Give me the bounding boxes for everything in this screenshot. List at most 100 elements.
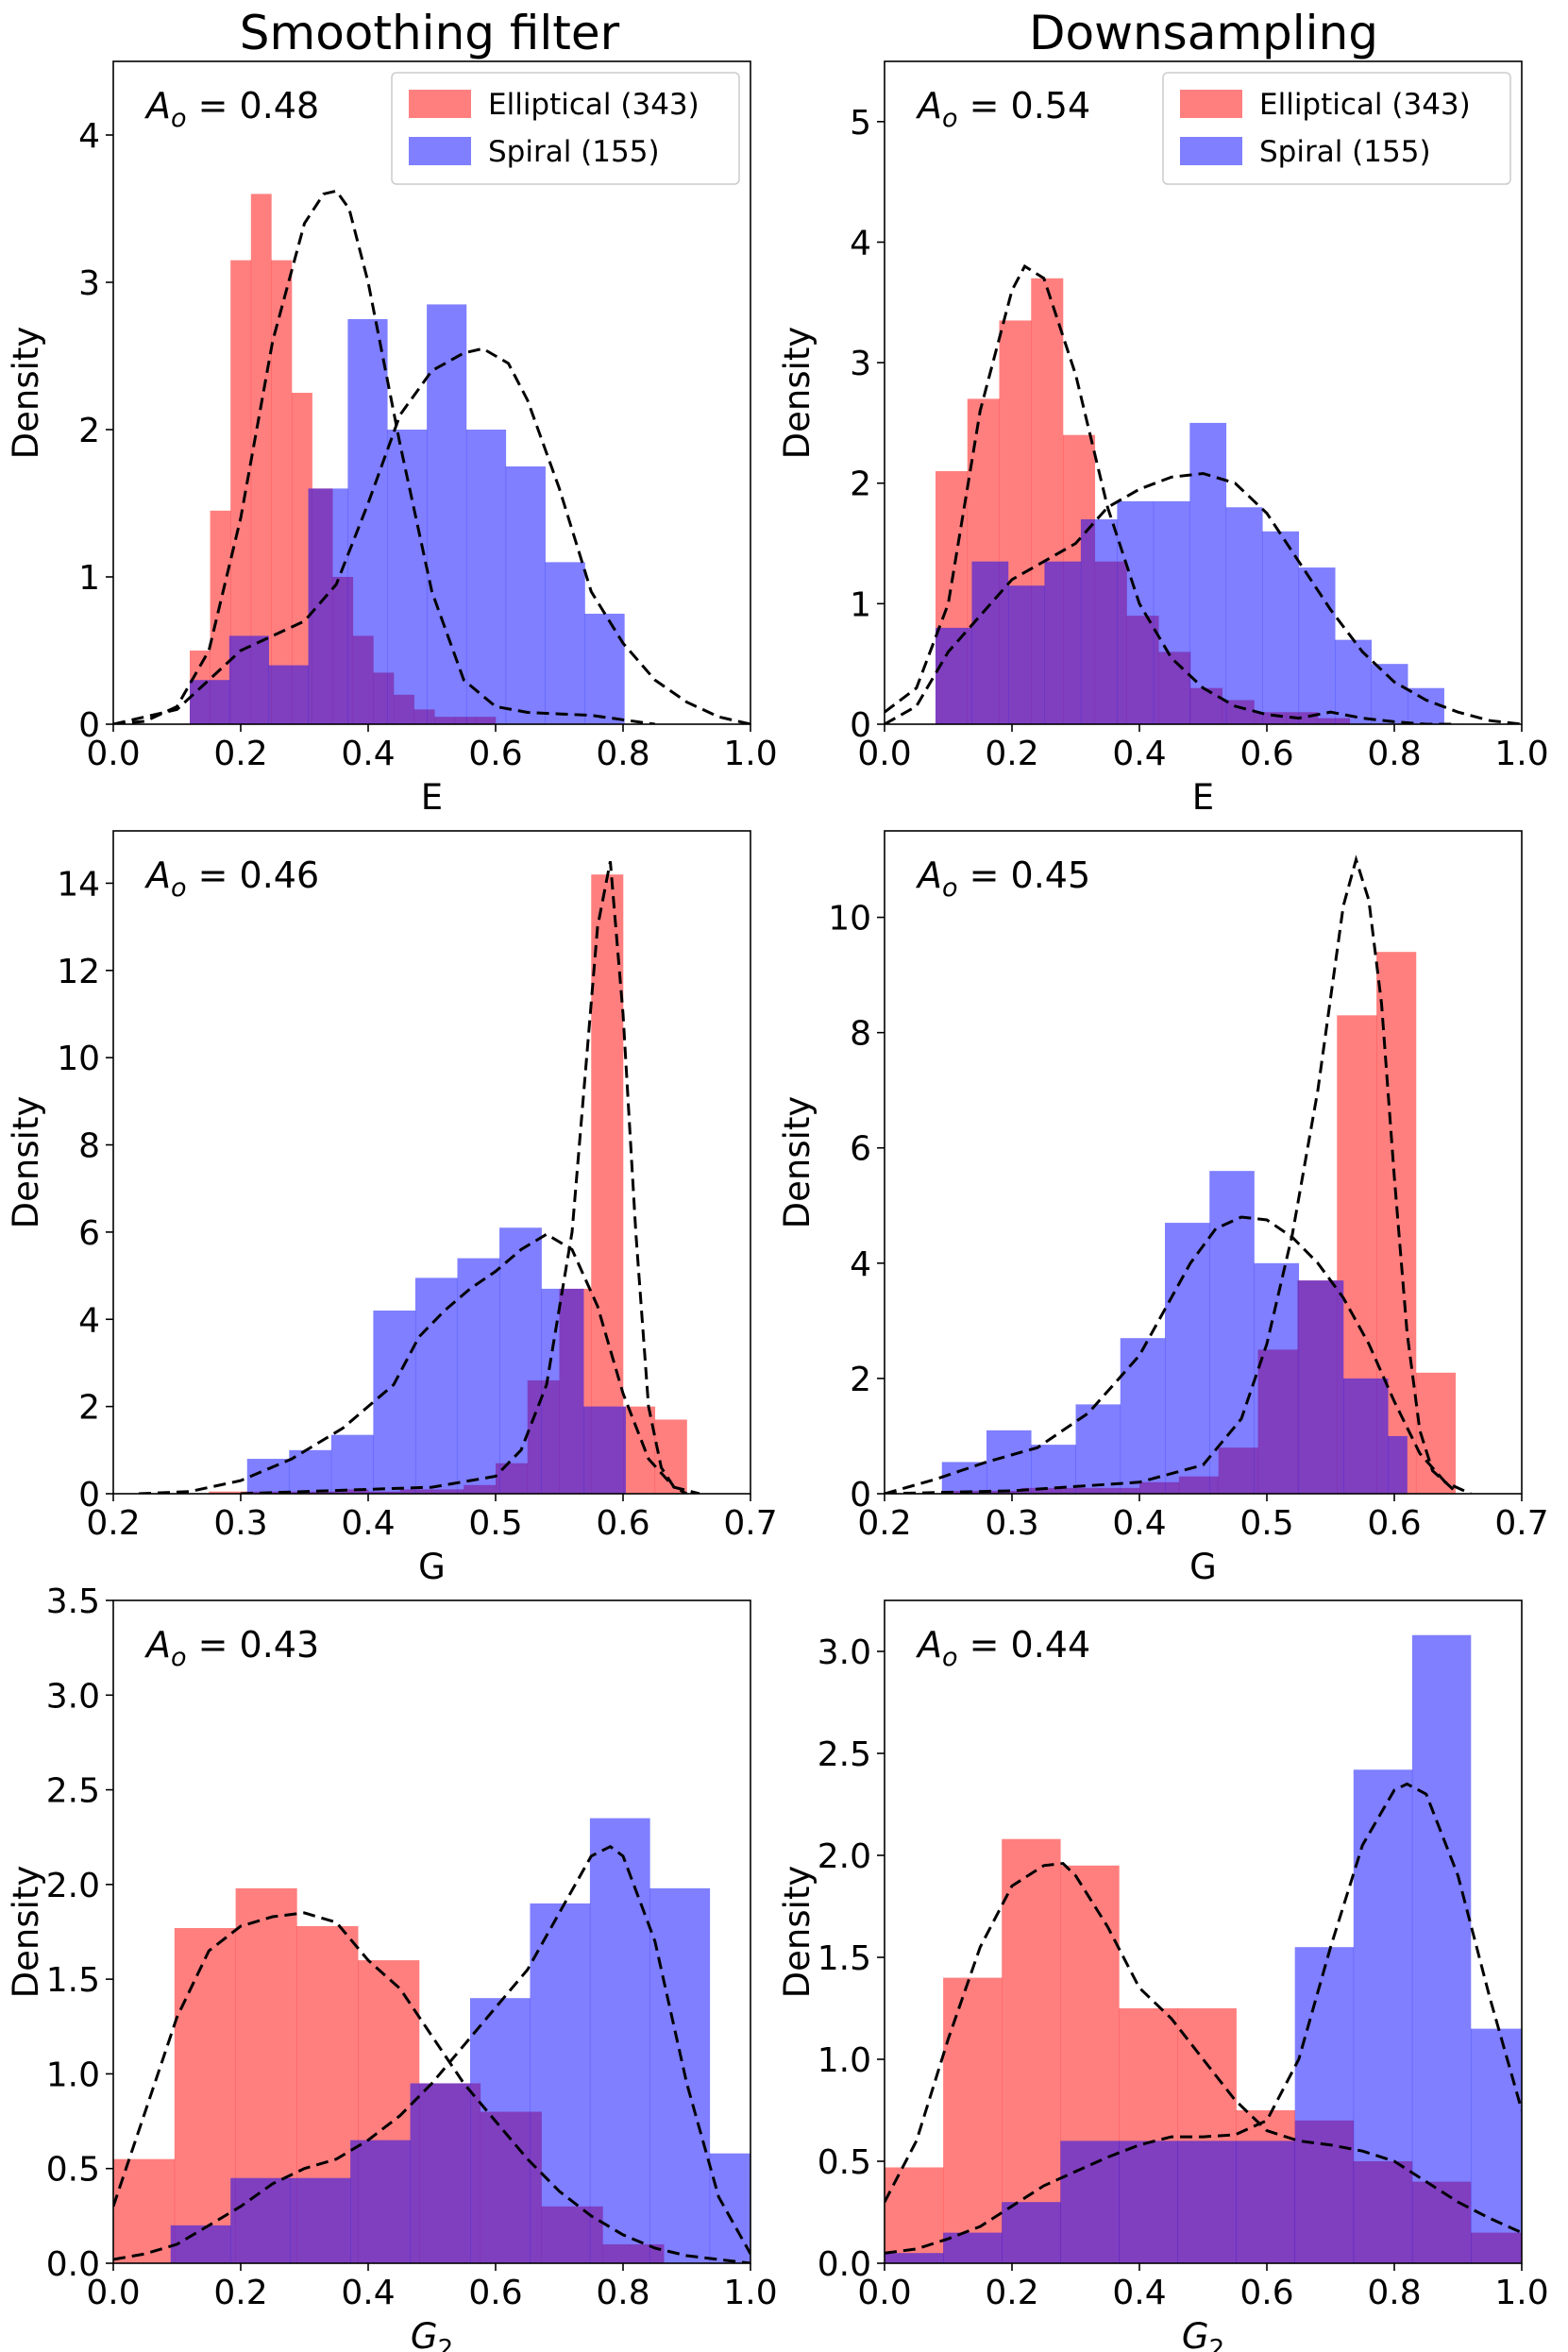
panel-3: 0.2 0.3 0.4 0.5 0.6 0.7 0 2 4 6 8 10 12 14 G Density Ao … [6, 830, 778, 1587]
spiral-histogram [190, 304, 625, 724]
histogram-bar [1120, 1338, 1166, 1494]
histogram-bar [591, 874, 624, 1494]
plot-area [885, 1634, 1522, 2263]
spiral-kde-curve [885, 1215, 1472, 1494]
histogram-bar [1371, 664, 1408, 724]
y-tick-label: 0.5 [46, 2151, 100, 2190]
overlap-annotation: Ao = 0.43 [143, 1624, 319, 1672]
plot-area [138, 861, 700, 1494]
histogram-bar [1153, 500, 1190, 724]
plot-area [885, 855, 1472, 1494]
elliptical-kde-curve [240, 861, 688, 1494]
column-title-downsampling: Downsampling [1029, 6, 1378, 60]
x-axis-label: E [421, 777, 443, 818]
x-tick-label: 0.6 [468, 2274, 522, 2312]
histogram-bar [268, 665, 309, 724]
x-tick-label: 0.4 [341, 1504, 395, 1543]
histogram-bar [1007, 585, 1045, 724]
x-tick-label: 0.8 [596, 2274, 649, 2312]
x-tick-label: 0.4 [341, 2274, 395, 2312]
x-tick-label: 0.5 [468, 1504, 522, 1543]
x-tick-label: 0.0 [857, 2274, 911, 2312]
legend-box [391, 72, 740, 185]
histogram-bar [941, 1462, 987, 1494]
histogram-bar [1225, 507, 1263, 724]
x-tick-label: 0.4 [1112, 735, 1166, 773]
y-tick-label: 1.0 [46, 2056, 100, 2094]
legend-label: Elliptical (343) [488, 88, 700, 122]
x-tick-label: 0.6 [596, 1504, 649, 1543]
panel-5: 0.0 0.2 0.4 0.6 0.8 1.0 0.0 0.5 1.0 1.5 2.0 2.5 3.0 3… [6, 1582, 778, 2352]
x-tick-label: 0.4 [341, 735, 395, 773]
y-tick-label: 8 [850, 1015, 871, 1054]
histogram-bar [545, 562, 585, 724]
histogram-bar [1343, 1378, 1389, 1494]
legend: Elliptical (343) Spiral (155) [1162, 72, 1511, 185]
x-tick-label: 0.7 [1494, 1504, 1548, 1543]
axes-frame [884, 1599, 1523, 2264]
histogram-bar [623, 1406, 656, 1494]
histogram-bar [230, 260, 252, 724]
y-tick-label: 10 [57, 1040, 100, 1078]
histogram-bar [589, 1818, 650, 2263]
y-tick-label: 0 [78, 706, 100, 745]
histogram-bar [470, 1998, 531, 2263]
spiral-kde-curve [138, 1232, 700, 1494]
column-title-smoothing: Smoothing filter [240, 6, 620, 60]
y-tick-label: 6 [78, 1214, 100, 1253]
histogram-bar [410, 2083, 471, 2263]
y-tick-label: 0 [850, 1476, 871, 1514]
y-tick-label: 2 [78, 1389, 100, 1428]
y-tick-label: 3 [78, 264, 100, 303]
histogram-bar [1075, 1404, 1121, 1494]
histogram-bar [986, 1430, 1032, 1494]
y-tick-label: 1 [850, 585, 871, 624]
y-tick-label: 10 [828, 900, 871, 939]
y-tick-label: 2.0 [818, 1837, 871, 1876]
histogram-bar [1080, 519, 1118, 724]
legend-swatch [1180, 137, 1242, 165]
histogram-bar [228, 635, 269, 724]
spiral-kde-curve [885, 1782, 1522, 2255]
y-axis-label: Density [777, 327, 818, 460]
x-tick-label: 0.5 [1239, 1504, 1293, 1543]
histogram-bar [271, 260, 293, 724]
y-tick-label: 2.5 [46, 1772, 100, 1811]
elliptical-kde-curve [885, 1862, 1522, 2234]
panel-4: 0.2 0.3 0.4 0.5 0.6 0.7 0 2 4 6 8 10 G Density Ao = 0.… [777, 830, 1549, 1587]
histogram-bar [1411, 1634, 1472, 2263]
y-tick-label: 2 [850, 1361, 871, 1399]
x-tick-label: 0.0 [86, 2274, 140, 2312]
spiral-histogram [936, 422, 1444, 724]
x-tick-label: 0.2 [857, 1504, 911, 1543]
histogram-bar [584, 614, 625, 724]
x-tick-label: 0.2 [213, 2274, 267, 2312]
histogram-bar [427, 304, 467, 724]
histogram-bar [541, 1288, 584, 1494]
y-tick-label: 0 [850, 706, 871, 745]
y-tick-label: 1.0 [818, 2041, 871, 2080]
y-tick-label: 2 [850, 465, 871, 504]
legend-swatch [409, 137, 471, 165]
histogram-bar [1002, 2202, 1061, 2263]
histogram-bar [308, 488, 348, 724]
x-tick-label: 0.2 [985, 735, 1038, 773]
y-tick-label: 0.0 [818, 2245, 871, 2284]
histogram-bar [170, 2225, 231, 2263]
x-tick-label: 0.3 [985, 1504, 1038, 1543]
histogram-bar [1335, 639, 1372, 724]
spiral-histogram [941, 1171, 1408, 1494]
histogram-bar [583, 1406, 626, 1494]
histogram-bar [936, 627, 972, 724]
y-tick-label: 4 [78, 117, 100, 156]
spiral-histogram [885, 1634, 1522, 2263]
histogram-bar [1119, 2140, 1178, 2263]
histogram-bar [943, 1977, 1003, 2263]
y-tick-label: 12 [57, 953, 100, 991]
histogram-bar [174, 1927, 236, 2263]
histogram-bar [230, 2177, 291, 2263]
x-tick-label: 0.8 [596, 735, 649, 773]
y-tick-label: 6 [850, 1130, 871, 1169]
overlap-annotation: Ao = 0.48 [143, 85, 319, 133]
